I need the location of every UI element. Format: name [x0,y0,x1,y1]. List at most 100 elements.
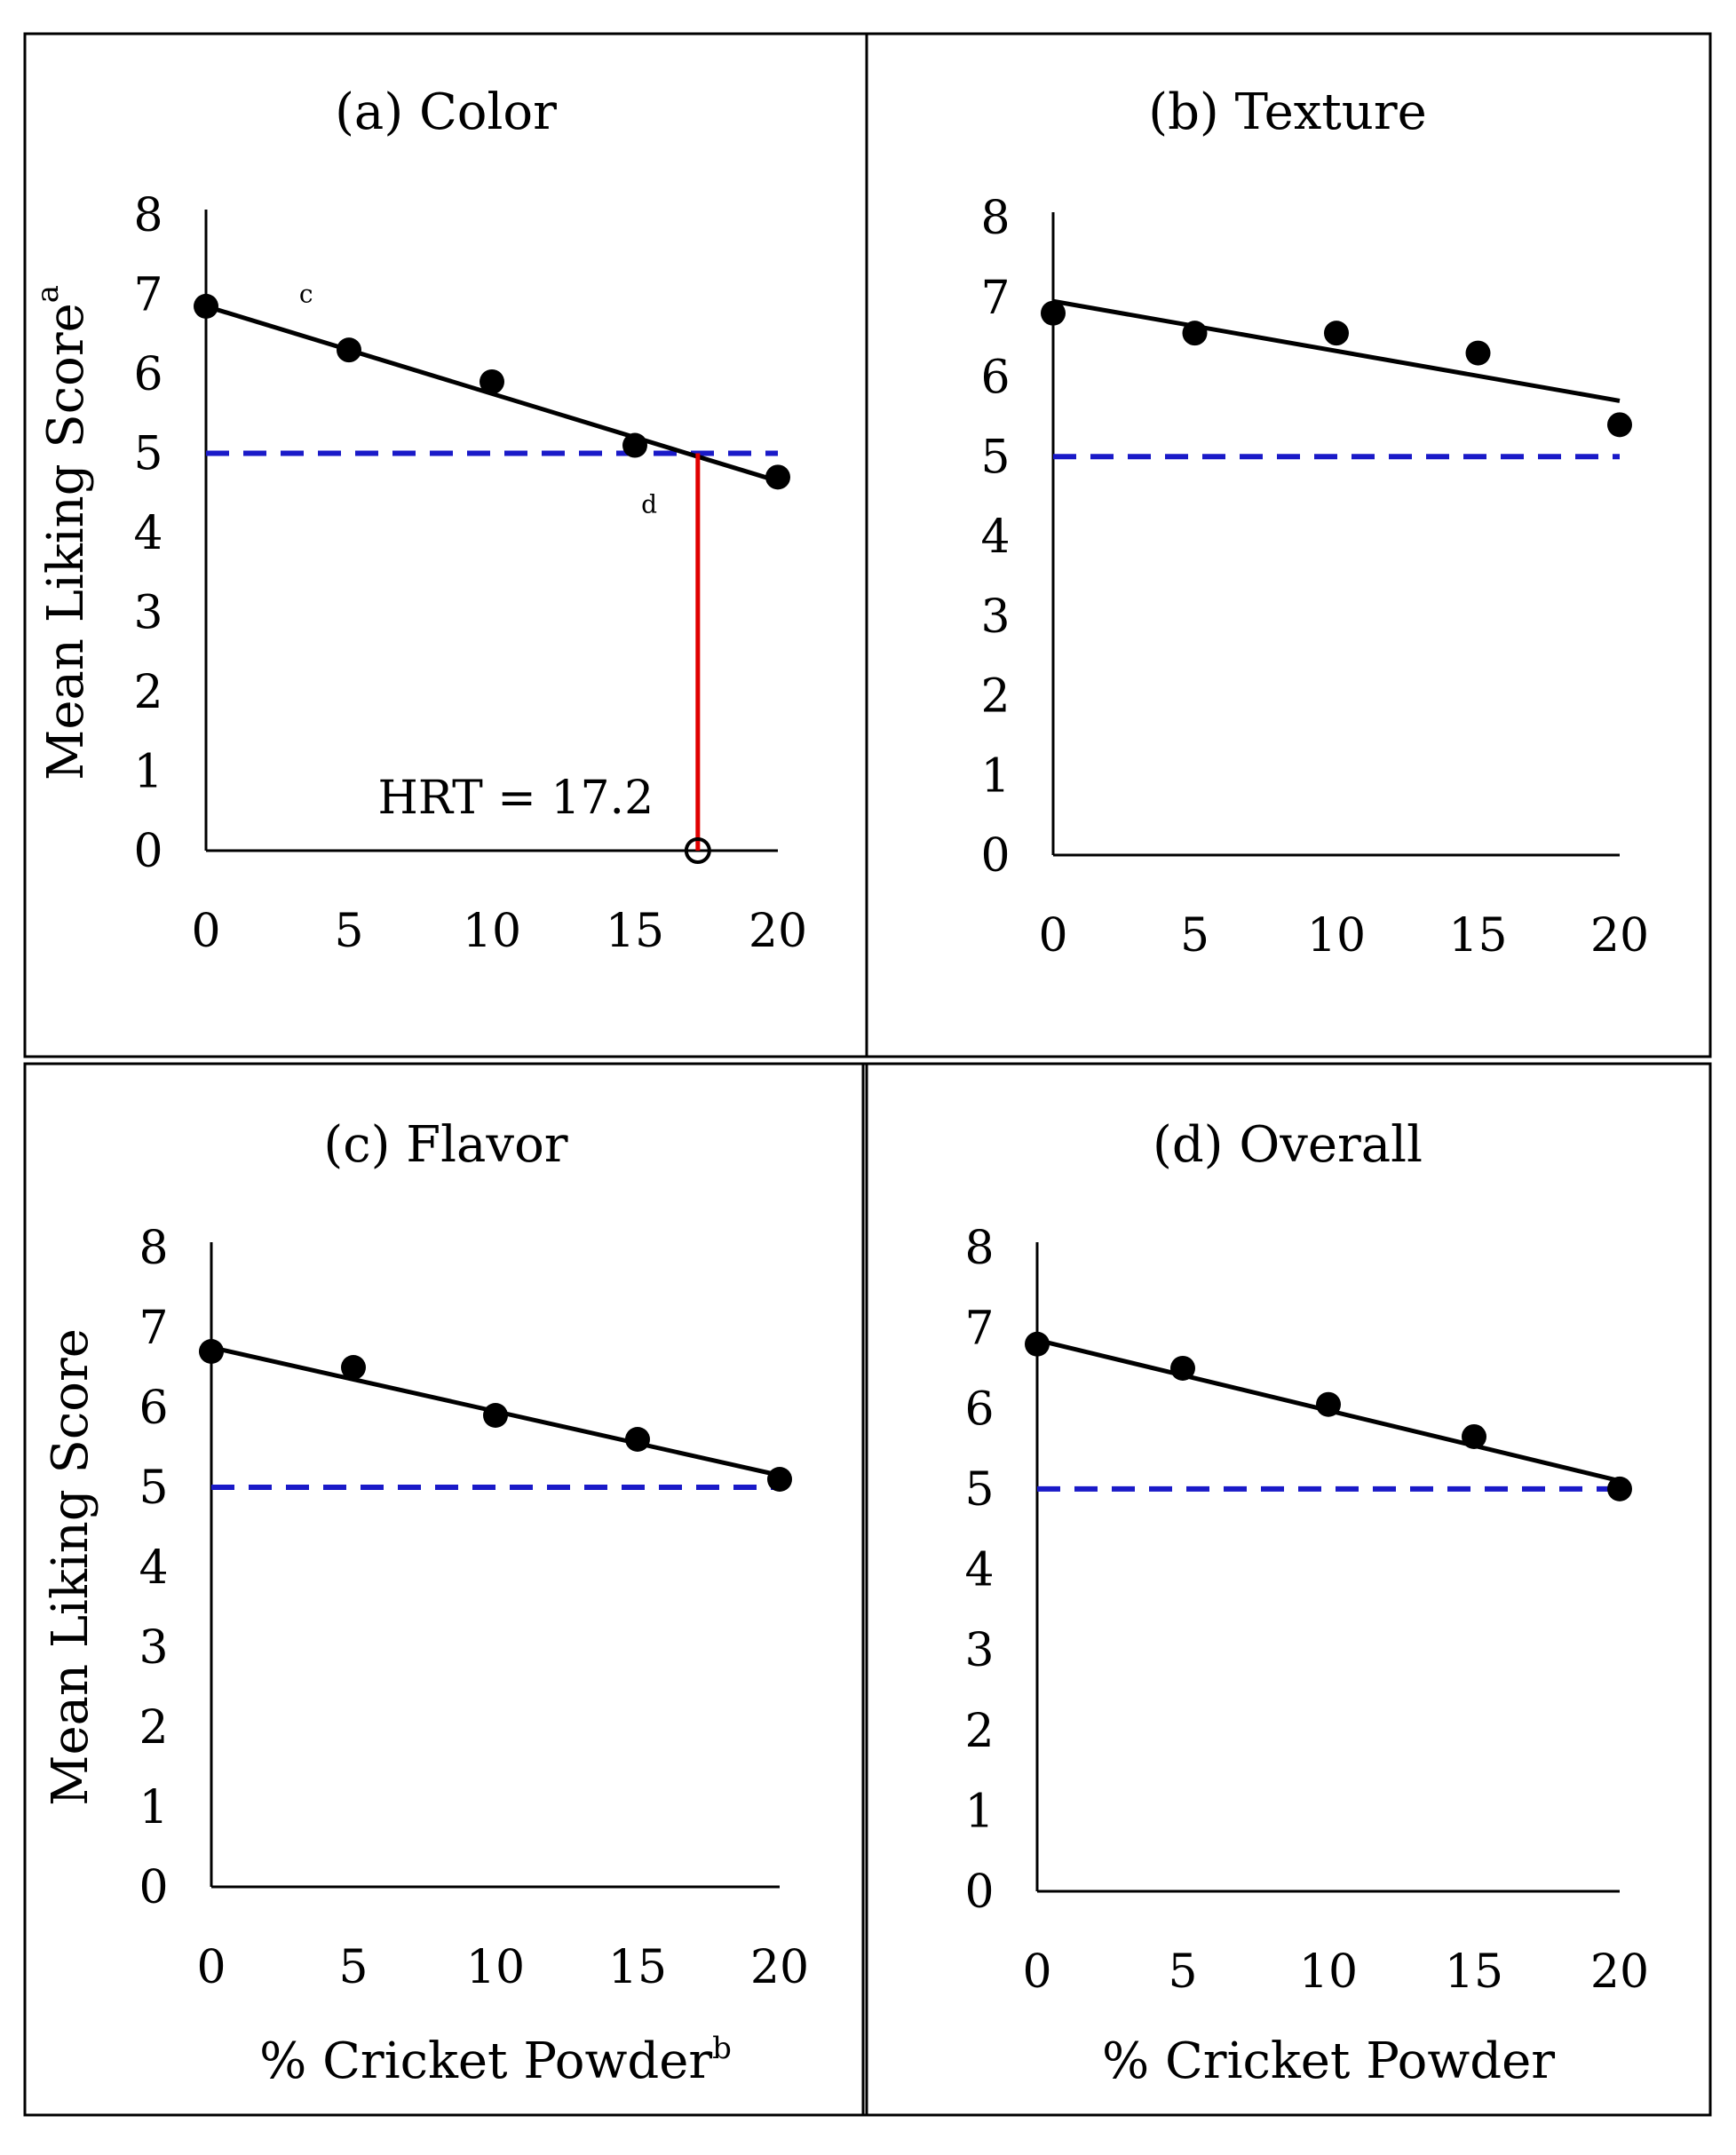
x-tick-label-b-15: 15 [1448,909,1507,963]
data-point-a-0 [194,293,218,319]
y-tick-label-d-5: 5 [964,1463,994,1517]
data-point-b-5 [1182,321,1208,346]
y-tick-label-c-1: 1 [139,1781,168,1834]
panel-borders [23,32,1712,2117]
data-point-d-20 [1607,1476,1632,1501]
y-tick-label-b-2: 2 [980,670,1010,724]
y-tick-label-b-5: 5 [980,431,1010,484]
chart-panel-c: (c) Flavor 0 1 2 3 4 5 6 7 8 0 5 10 15 20 Mean Liking S… [42,1116,810,2090]
x-tick-label-d-5: 5 [1168,1945,1197,1999]
x-tick-label-c-10: 10 [466,1941,525,1994]
y-tick-label-a-7: 7 [133,269,163,322]
y-tick-label-a-4: 4 [133,507,163,560]
panel-border-d [861,1062,1712,2117]
data-point-b-10 [1324,321,1349,346]
x-tick-label-c-0: 0 [196,1941,226,1994]
x-tick-label-b-0: 0 [1038,909,1067,963]
y-tick-label-b-7: 7 [980,272,1010,325]
x-tick-label-a-10: 10 [463,905,521,958]
x-axis-label-text-c: % Cricket Powder [259,2032,712,2090]
data-point-d-10 [1316,1391,1341,1417]
y-tick-label-a-3: 3 [133,587,163,640]
y-tick-label-c-5: 5 [139,1462,168,1515]
y-tick-label-c-3: 3 [139,1621,168,1675]
annotation-label-a-d: d [641,490,657,519]
x-axis-label-superscript-c: b [712,2031,732,2066]
y-tick-label-d-6: 6 [964,1383,994,1436]
y-tick-label-a-1: 1 [133,746,163,799]
x-tick-label-b-10: 10 [1307,909,1366,963]
y-tick-label-b-3: 3 [980,590,1010,644]
x-tick-label-b-5: 5 [1180,909,1209,963]
x-tick-label-a-5: 5 [334,905,363,958]
chart-panel-d: (d) Overall 0 1 2 3 4 5 6 7 8 0 5 10 15 20 % Cricket Po… [964,1116,1649,2090]
x-tick-label-b-20: 20 [1590,909,1649,963]
y-tick-label-d-3: 3 [964,1624,994,1677]
chart-title-c: (c) Flavor [323,1116,567,1174]
data-point-c-20 [767,1467,792,1492]
y-tick-label-c-2: 2 [139,1701,168,1755]
y-tick-label-c-0: 0 [139,1861,168,1914]
y-tick-label-b-1: 1 [980,749,1010,803]
x-tick-label-c-5: 5 [338,1941,368,1994]
x-tick-label-a-20: 20 [749,905,807,958]
x-axis-label-text-d: % Cricket Powder [1102,2032,1555,2090]
data-point-a-15 [622,432,647,458]
data-point-c-10 [483,1403,508,1428]
data-point-d-0 [1025,1331,1050,1357]
data-point-c-15 [625,1427,650,1452]
panel-border-b [865,32,1712,1058]
chart-panel-b: (b) Texture 0 1 2 3 4 5 6 7 8 0 5 10 15 20 [980,83,1649,963]
data-point-b-15 [1465,340,1491,366]
y-tick-label-d-1: 1 [964,1785,994,1838]
y-tick-label-a-0: 0 [133,825,163,878]
data-point-b-0 [1041,300,1066,326]
y-tick-label-a-8: 8 [133,189,163,242]
y-tick-label-d-2: 2 [964,1705,994,1758]
x-tick-label-a-0: 0 [191,905,220,958]
x-tick-label-c-15: 15 [608,1941,667,1994]
y-axis-label-text-c: Mean Liking Score [42,1328,99,1806]
x-tick-label-d-0: 0 [1022,1945,1051,1999]
data-point-c-5 [341,1355,366,1380]
y-tick-label-d-0: 0 [964,1866,994,1919]
y-tick-label-c-6: 6 [139,1382,168,1435]
hrt-label-a: HRT = 17.2 [377,772,654,825]
y-tick-label-c-7: 7 [139,1302,168,1355]
y-tick-label-a-5: 5 [133,428,163,481]
y-axis-label-c: Mean Liking Score [42,1328,99,1806]
hrt-marker-a [684,837,711,864]
y-tick-label-d-8: 8 [964,1222,994,1275]
y-tick-label-a-6: 6 [133,348,163,401]
y-axis-label-text-a: Mean Liking Score [37,303,95,780]
data-point-d-15 [1462,1423,1486,1449]
y-tick-label-a-2: 2 [133,666,163,719]
data-point-c-0 [199,1339,224,1364]
trend-line-b [1052,298,1621,403]
data-point-a-5 [337,337,361,363]
x-axis-label-d: % Cricket Powder [1102,2032,1555,2090]
annotation-label-a-c: c [299,279,313,308]
x-axis-label-c: % Cricket Powderb [259,2031,732,2090]
y-tick-label-b-4: 4 [980,511,1010,564]
y-tick-label-b-6: 6 [980,352,1010,405]
data-point-a-20 [765,464,790,490]
y-axis-label-a: Mean Liking Scorea [30,285,95,780]
y-axis-label-superscript-a: a [30,285,66,303]
chart-title-d: (d) Overall [1153,1116,1423,1174]
y-tick-label-c-4: 4 [139,1541,168,1595]
y-tick-label-b-8: 8 [980,192,1010,245]
x-tick-label-d-10: 10 [1299,1945,1358,1999]
x-tick-label-d-20: 20 [1590,1945,1649,1999]
x-tick-label-d-15: 15 [1445,1945,1503,1999]
data-point-d-5 [1170,1355,1195,1381]
data-point-a-10 [480,368,504,394]
y-tick-label-b-0: 0 [980,829,1010,883]
chart-title-a: (a) Color [335,83,557,141]
x-tick-label-c-20: 20 [750,1941,809,1994]
panel-border-c [23,1062,868,2117]
chart-panel-a: (a) Color 0 1 2 3 4 5 6 7 8 0 5 10 15 20 Mean Liking Sc… [30,83,807,958]
y-tick-label-d-7: 7 [964,1303,994,1356]
data-point-b-20 [1607,412,1632,438]
